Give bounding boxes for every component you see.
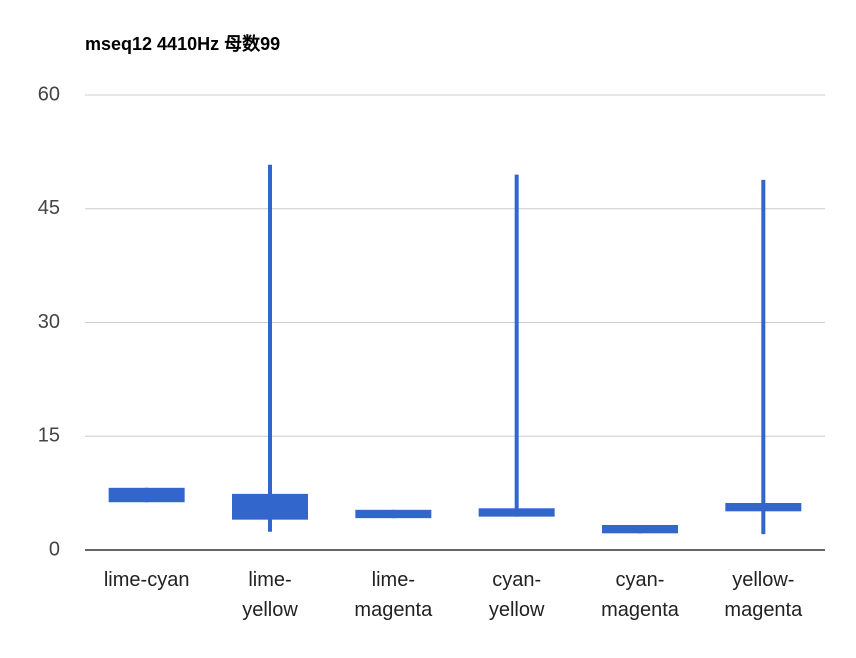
candle-body (478, 508, 555, 517)
x-tick-label: lime-yellow (242, 569, 298, 621)
chart-title: mseq12 4410Hz 母数99 (85, 33, 280, 54)
x-tick-label: lime-cyan (103, 569, 190, 591)
y-tick-label: 60 (38, 83, 60, 105)
x-tick-label: yellow-magenta (724, 569, 803, 621)
candle-body (725, 502, 802, 512)
candle-body (602, 524, 678, 534)
x-tick-label: lime-magenta (354, 569, 433, 621)
x-tick-label: cyan-magenta (601, 569, 679, 621)
candle-body (355, 509, 432, 519)
candle-body (108, 487, 185, 503)
y-tick-label: 45 (38, 197, 60, 219)
y-tick-label: 30 (38, 311, 60, 333)
x-tick-label: cyan-yellow (488, 569, 545, 621)
y-tick-label: 15 (38, 425, 60, 447)
candle-body (232, 493, 308, 520)
y-tick-label: 0 (49, 538, 60, 560)
